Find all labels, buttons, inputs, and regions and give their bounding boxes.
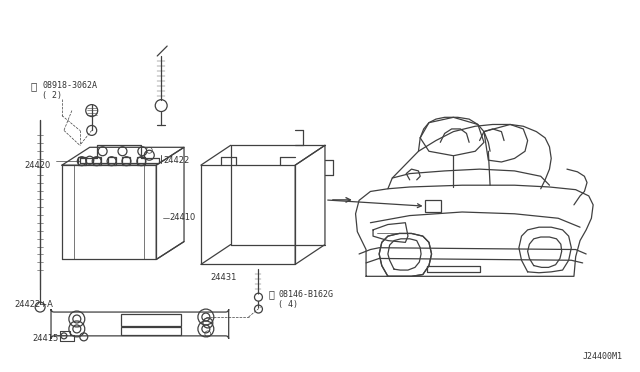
- Text: Ⓝ: Ⓝ: [30, 81, 36, 91]
- Bar: [108, 157, 116, 165]
- Text: J24400M1: J24400M1: [583, 352, 623, 361]
- Text: ( 2): ( 2): [42, 91, 62, 100]
- FancyBboxPatch shape: [51, 309, 228, 339]
- Bar: [138, 157, 145, 165]
- Text: Ⓑ: Ⓑ: [268, 289, 275, 299]
- Text: 24422+A: 24422+A: [14, 299, 53, 309]
- Text: 24431: 24431: [211, 273, 237, 282]
- Bar: [426, 201, 441, 212]
- Bar: [78, 157, 86, 165]
- Text: 24422: 24422: [163, 156, 189, 165]
- Bar: [122, 157, 131, 165]
- Bar: [93, 157, 100, 165]
- Text: 08146-B162G: 08146-B162G: [278, 290, 333, 299]
- Text: 08918-3062A: 08918-3062A: [42, 81, 97, 90]
- Text: 24420: 24420: [24, 161, 51, 170]
- Bar: [122, 327, 181, 335]
- Text: 24415: 24415: [32, 334, 58, 343]
- Bar: [122, 314, 181, 326]
- Text: 24410: 24410: [169, 213, 195, 222]
- Text: ( 4): ( 4): [278, 299, 298, 309]
